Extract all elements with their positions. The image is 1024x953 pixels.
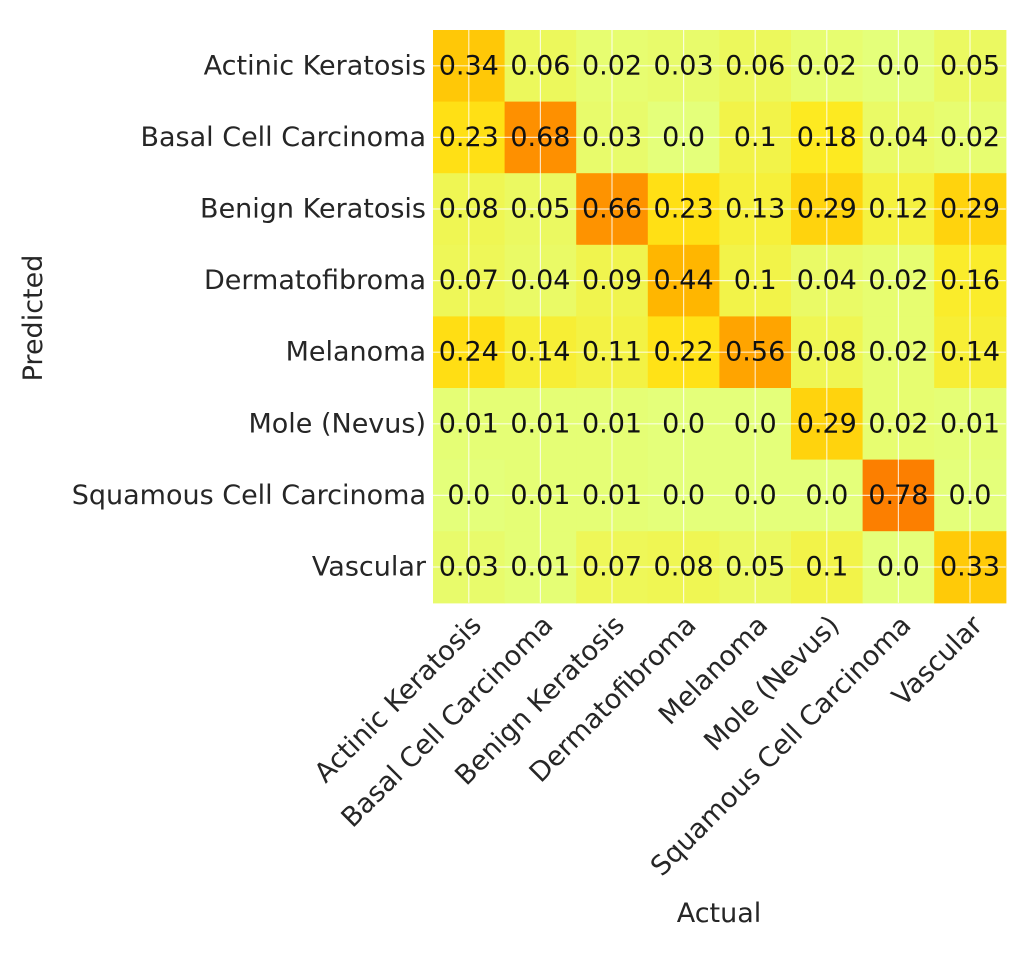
y-tick-label: Benign Keratosis — [200, 194, 426, 225]
cell-value-label: 0.0 — [734, 408, 777, 439]
cell-value-label: 0.01 — [582, 480, 642, 511]
cell-value-label: 0.03 — [439, 552, 499, 583]
y-tick-label: Mole (Nevus) — [248, 408, 426, 439]
cell-value-label: 0.05 — [940, 50, 1000, 81]
y-tick-label: Vascular — [312, 552, 427, 583]
cell-value-label: 0.13 — [725, 194, 785, 225]
cell-value-label: 0.05 — [510, 194, 570, 225]
cell-value-label: 0.1 — [805, 552, 848, 583]
cell-value-label: 0.0 — [877, 50, 920, 81]
cell-value-label: 0.01 — [439, 408, 499, 439]
cell-value-label: 0.02 — [797, 50, 857, 81]
cell-value-label: 0.05 — [725, 552, 785, 583]
cell-value-label: 0.01 — [510, 552, 570, 583]
cell-value-label: 0.01 — [510, 480, 570, 511]
cell-value-label: 0.0 — [662, 122, 705, 153]
cell-value-label: 0.29 — [797, 194, 857, 225]
cell-value-label: 0.1 — [734, 122, 777, 153]
cell-value-label: 0.0 — [734, 480, 777, 511]
cell-value-label: 0.29 — [940, 194, 1000, 225]
cell-value-label: 0.07 — [439, 265, 499, 296]
cell-value-label: 0.1 — [734, 265, 777, 296]
cell-value-label: 0.02 — [868, 337, 928, 368]
cell-value-label: 0.44 — [654, 265, 714, 296]
y-tick-label: Squamous Cell Carcinoma — [72, 480, 426, 511]
y-tick-label: Melanoma — [286, 337, 426, 368]
cell-value-label: 0.0 — [805, 480, 848, 511]
cell-value-label: 0.33 — [940, 552, 1000, 583]
cell-value-label: 0.14 — [940, 337, 1000, 368]
cell-value-label: 0.01 — [940, 408, 1000, 439]
cell-value-label: 0.24 — [439, 337, 499, 368]
cell-value-label: 0.03 — [582, 122, 642, 153]
cell-value-label: 0.08 — [439, 194, 499, 225]
cell-value-label: 0.78 — [868, 480, 928, 511]
cell-value-label: 0.03 — [654, 50, 714, 81]
cell-value-label: 0.23 — [654, 194, 714, 225]
cell-value-label: 0.34 — [439, 50, 499, 81]
cell-value-label: 0.14 — [510, 337, 570, 368]
x-axis-title: Actual — [677, 898, 762, 929]
cell-value-label: 0.56 — [725, 337, 785, 368]
y-tick-labels: Actinic Keratosis Basal Cell Carcinoma Ben… — [72, 50, 427, 582]
cell-value-label: 0.0 — [877, 552, 920, 583]
cell-value-label: 0.22 — [654, 337, 714, 368]
cell-value-label: 0.0 — [662, 408, 705, 439]
cell-value-label: 0.09 — [582, 265, 642, 296]
cell-value-label: 0.02 — [582, 50, 642, 81]
y-tick-label: Basal Cell Carcinoma — [140, 122, 426, 153]
cell-value-label: 0.23 — [439, 122, 499, 153]
cell-value-label: 0.01 — [510, 408, 570, 439]
cell-value-label: 0.02 — [940, 122, 1000, 153]
cell-value-label: 0.66 — [582, 194, 642, 225]
cell-value-label: 0.0 — [447, 480, 490, 511]
cell-value-label: 0.06 — [510, 50, 570, 81]
cell-value-label: 0.18 — [797, 122, 857, 153]
cell-value-label: 0.08 — [797, 337, 857, 368]
cell-value-label: 0.07 — [582, 552, 642, 583]
x-tick-label: Squamous Cell Carcinoma — [645, 610, 917, 882]
cell-value-label: 0.12 — [868, 194, 928, 225]
cell-value-label: 0.0 — [662, 480, 705, 511]
cell-value-label: 0.16 — [940, 265, 1000, 296]
heatmap-cells — [433, 30, 1007, 604]
cell-value-label: 0.11 — [582, 337, 642, 368]
cell-value-label: 0.0 — [949, 480, 992, 511]
cell-value-label: 0.04 — [797, 265, 857, 296]
y-tick-label: Dermatofibroma — [204, 265, 426, 296]
cell-value-label: 0.08 — [654, 552, 714, 583]
cell-value-label: 0.06 — [725, 50, 785, 81]
cell-value-label: 0.29 — [797, 408, 857, 439]
cell-value-label: 0.01 — [582, 408, 642, 439]
y-axis-title: Predicted — [18, 255, 49, 382]
cell-value-label: 0.04 — [868, 122, 928, 153]
heatmap-grid — [433, 30, 1006, 603]
cell-value-label: 0.68 — [510, 122, 570, 153]
y-tick-label: Actinic Keratosis — [204, 50, 426, 81]
cell-value-label: 0.02 — [868, 408, 928, 439]
cell-value-labels: 0.34 0.06 0.02 0.03 0.06 0.02 0.0 0.05 0.23 0.68 0… — [439, 50, 1000, 582]
cell-value-label: 0.04 — [510, 265, 570, 296]
cell-value-label: 0.02 — [868, 265, 928, 296]
